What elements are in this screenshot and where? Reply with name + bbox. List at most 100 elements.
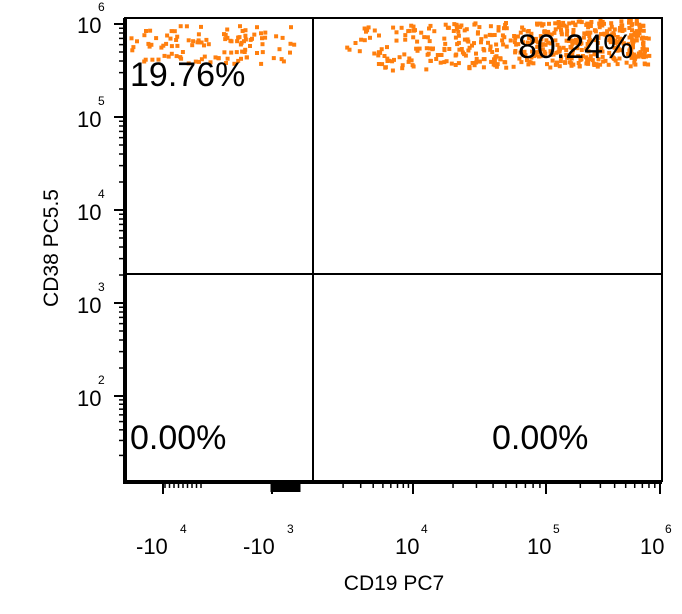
- scatter-point: [456, 29, 461, 34]
- scatter-point: [543, 42, 548, 47]
- scatter-point: [558, 23, 562, 28]
- scatter-point: [553, 62, 558, 67]
- scatter-point: [202, 54, 207, 59]
- scatter-point: [619, 23, 624, 28]
- scatter-point: [646, 36, 651, 41]
- scatter-point: [592, 63, 597, 67]
- scatter-point: [459, 47, 464, 51]
- scatter-point: [551, 52, 556, 57]
- scatter-point: [260, 42, 265, 47]
- scatter-point: [609, 21, 614, 26]
- scatter-point: [129, 36, 134, 41]
- scatter-point: [222, 32, 226, 37]
- scatter-point: [174, 54, 179, 59]
- scatter-point: [347, 47, 352, 52]
- scatter-point: [169, 29, 174, 34]
- scatter-point: [527, 36, 532, 40]
- scatter-point: [628, 64, 633, 69]
- scatter-point: [504, 44, 509, 49]
- scatter-point: [585, 23, 590, 27]
- scatter-point: [168, 36, 173, 41]
- scatter-point: [512, 40, 517, 45]
- scatter-point: [553, 27, 558, 32]
- scatter-point: [235, 39, 240, 44]
- scatter-point: [586, 25, 591, 30]
- scatter-point: [255, 25, 259, 30]
- scatter-point: [142, 33, 147, 38]
- scatter-point: [626, 41, 631, 46]
- scatter-point: [529, 55, 534, 60]
- scatter-point: [636, 33, 640, 38]
- scatter-point: [385, 45, 389, 50]
- scatter-point: [596, 57, 601, 62]
- scatter-point: [603, 58, 608, 63]
- scatter-point: [631, 45, 635, 50]
- scatter-point: [394, 38, 399, 43]
- scatter-point: [174, 38, 179, 42]
- scatter-point: [495, 62, 500, 67]
- scatter-point: [641, 54, 645, 59]
- scatter-point: [596, 49, 601, 54]
- scatter-point: [508, 38, 513, 43]
- scatter-point: [458, 25, 463, 30]
- scatter-point: [357, 49, 362, 54]
- scatter-point: [288, 41, 293, 46]
- scatter-point: [569, 63, 574, 68]
- scatter-point: [546, 40, 551, 45]
- scatter-point: [470, 43, 474, 48]
- y-tick-label-1e6: 10 6: [77, 0, 105, 38]
- scatter-point: [426, 51, 431, 56]
- scatter-point: [523, 53, 528, 58]
- scatter-point: [473, 21, 478, 26]
- scatter-point: [236, 58, 241, 63]
- scatter-point: [225, 27, 230, 32]
- y-tick-label-1e5: 10 5: [77, 94, 105, 132]
- scatter-point: [164, 41, 169, 46]
- scatter-point: [424, 67, 429, 72]
- scatter-point: [608, 35, 613, 40]
- scatter-point: [621, 41, 626, 46]
- scatter-point: [452, 22, 457, 27]
- scatter-point: [447, 47, 452, 51]
- scatter-point: [564, 38, 569, 43]
- x-axis-label: CD19 PC7: [344, 572, 444, 595]
- x-tick-base: 10: [527, 534, 551, 559]
- scatter-point: [547, 21, 551, 26]
- scatter-point: [135, 39, 139, 44]
- scatter-point: [394, 30, 399, 35]
- scatter-point: [631, 42, 635, 47]
- scatter-point: [453, 53, 458, 58]
- scatter-point: [514, 42, 519, 47]
- scatter-point: [644, 36, 649, 41]
- scatter-point: [244, 55, 249, 60]
- y-tick-exp: 6: [98, 0, 105, 14]
- scatter-point: [550, 58, 555, 63]
- x-axis-ticks: [162, 482, 661, 494]
- x-tick-base: 10: [640, 534, 664, 559]
- scatter-point: [637, 22, 642, 27]
- scatter-point: [561, 45, 566, 50]
- scatter-point: [415, 39, 420, 44]
- scatter-point: [456, 61, 461, 66]
- scatter-point: [199, 24, 203, 29]
- scatter-point: [571, 20, 575, 25]
- scatter-point: [271, 56, 276, 61]
- scatter-point: [487, 32, 492, 37]
- scatter-point: [539, 43, 544, 48]
- x-tick-base: -10: [243, 534, 275, 559]
- scatter-point: [544, 38, 549, 43]
- scatter-point: [239, 56, 243, 61]
- scatter-point: [593, 52, 598, 57]
- scatter-point: [526, 62, 531, 67]
- scatter-point: [579, 20, 584, 25]
- scatter-point: [196, 38, 201, 43]
- scatter-point: [190, 43, 195, 48]
- scatter-point: [263, 30, 268, 35]
- scatter-point: [525, 40, 530, 45]
- y-tick-base: 10: [77, 200, 101, 225]
- x-tick-base: 10: [395, 534, 419, 559]
- scatter-point: [474, 56, 479, 61]
- scatter-point: [581, 54, 585, 58]
- scatter-point: [445, 25, 450, 30]
- scatter-point: [618, 26, 622, 30]
